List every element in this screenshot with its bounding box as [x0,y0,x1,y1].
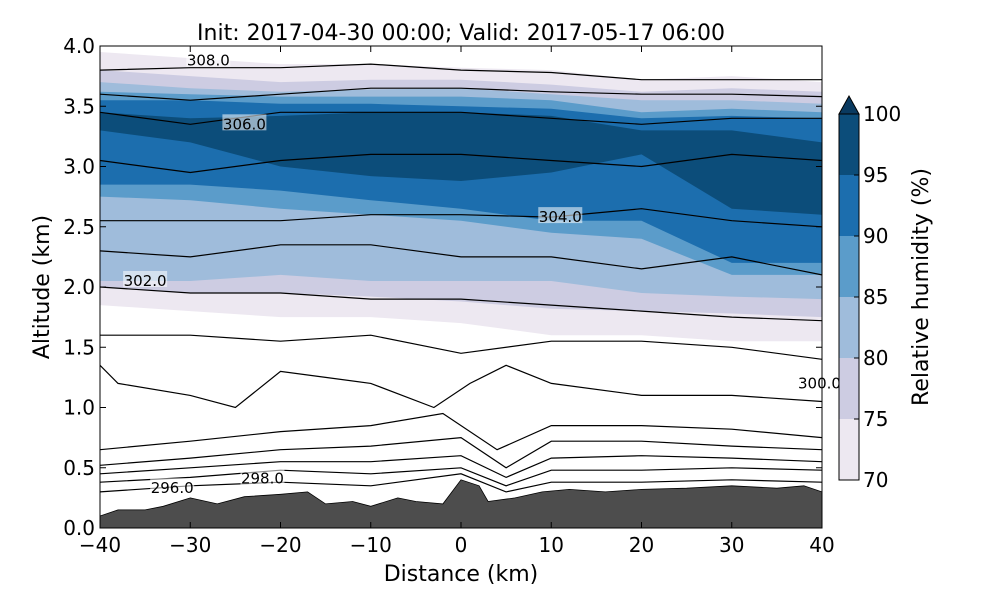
chart-title: Init: 2017-04-30 00:00; Valid: 2017-05-1… [197,21,725,46]
x-axis: −40 −30 −20 −10 0 10 20 30 40 [79,46,835,557]
isentrope-label-bg [222,114,267,131]
terrain [100,479,822,528]
y-tick-label: 1.5 [63,335,95,359]
colorbar-segment-70 [839,419,859,480]
colorbar-tick-label: 80 [863,346,888,370]
isentrope-label-304: 304.0 [539,208,582,226]
y-axis-label: Altitude (km) [30,215,55,359]
isentrope-label-300: 300.0 [798,374,841,392]
isentrope-299 [100,364,822,409]
isentrope-302 [100,244,822,276]
isentrope-304 [100,208,822,228]
colorbar-tick-label: 70 [863,468,888,492]
isentrope-label-bg [798,373,842,390]
x-tick-label: −20 [259,533,301,557]
isentrope-contours [100,63,822,493]
isentrope-297.5 [100,436,822,469]
isentrope-label-bg [186,50,231,67]
colorbar-segment-90 [839,175,859,236]
isentrope-301 [100,286,822,322]
y-tick-label: 2.0 [63,275,95,299]
y-axis: 0.0 0.5 1.0 1.5 2.0 2.5 3.0 3.5 4.0 [63,34,822,540]
y-tick-label: 3.0 [63,155,95,179]
colorbar-label: Relative humidity (%) [909,168,934,406]
isentrope-label-bg [240,468,285,485]
isentrope-296 [100,473,822,493]
x-tick-label: −40 [79,533,121,557]
isentrope-305 [100,153,822,174]
x-tick-label: 30 [719,533,744,557]
rh-layer-95 [100,112,822,215]
colorbar: 70 75 80 85 90 95 100 [838,94,901,492]
isentrope-label-296: 296.0 [151,479,194,497]
colorbar-tick-label: 75 [863,407,888,431]
x-axis-label: Distance (km) [384,562,539,587]
x-tick-label: 0 [455,533,468,557]
isentrope-298 [100,412,822,451]
isentrope-label-bg [123,270,168,287]
isentrope-300 [100,334,822,360]
y-tick-label: 2.5 [63,215,95,239]
relative-humidity-field [100,52,822,342]
terrain-group [100,479,822,528]
isentrope-labels: 296.0 298.0 300.0 302.0 304.0 306.0 308.0 [123,50,842,497]
colorbar-segment-75 [839,358,859,419]
y-tick-label: 0.0 [63,516,95,540]
plot-area [100,46,822,528]
isentrope-label-298: 298.0 [241,470,284,488]
y-tick-label: 0.5 [63,456,95,480]
isentrope-label-bg [538,207,583,224]
x-tick-label: 20 [629,533,654,557]
isentrope-296.5 [100,467,822,487]
colorbar-segment-85 [839,236,859,297]
isentrope-label-306: 306.0 [223,115,266,133]
colorbar-segment-95 [839,114,859,175]
isentrope-label-302: 302.0 [124,272,167,290]
y-tick-label: 4.0 [63,34,95,58]
isentrope-307 [100,87,822,101]
y-tick-label: 1.0 [63,396,95,420]
colorbar-segment-80 [839,297,859,358]
colorbar-tick-label: 90 [863,224,888,248]
x-tick-label: −10 [350,533,392,557]
isentrope-308 [100,63,822,81]
isentrope-306 [100,111,822,125]
x-tick-label: 40 [809,533,834,557]
colorbar-tick-label: 95 [863,163,888,187]
isentrope-297 [100,455,822,479]
x-tick-label: −30 [169,533,211,557]
isentrope-label-bg [150,478,195,495]
x-tick-label: 10 [539,533,564,557]
isentrope-label-308: 308.0 [187,51,230,69]
colorbar-tick-label: 85 [863,285,888,309]
colorbar-tick-label: 100 [863,102,901,126]
y-tick-label: 3.5 [63,94,95,118]
